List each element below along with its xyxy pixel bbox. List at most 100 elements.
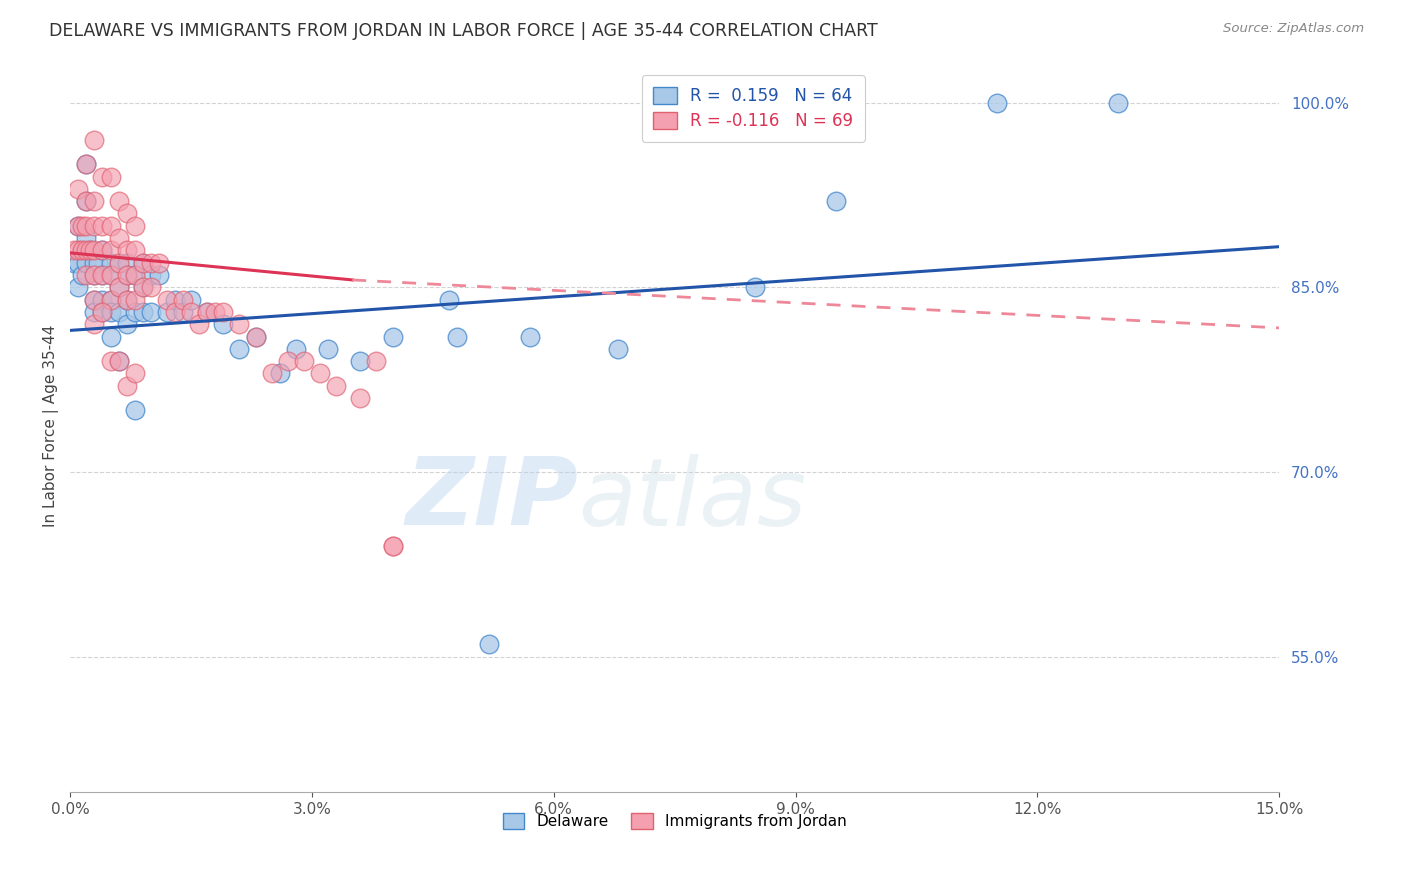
Point (83, 244, 105, 258)
Point (188, 317, 211, 331)
Point (478, 637, 501, 651)
Point (124, 403, 146, 417)
Point (228, 317, 250, 331)
Point (107, 354, 129, 368)
Point (72, 219, 94, 233)
Point (79, 244, 101, 258)
Point (67, 255, 90, 269)
Point (107, 354, 129, 368)
Point (824, 194, 846, 209)
Point (100, 354, 122, 368)
Point (519, 329, 541, 343)
Point (75, 268, 97, 282)
Point (107, 255, 129, 269)
Point (115, 293, 138, 307)
Point (115, 268, 138, 282)
Point (91, 305, 114, 319)
Point (124, 244, 146, 258)
Point (139, 280, 162, 294)
Point (91, 244, 114, 258)
Point (316, 342, 339, 356)
Point (325, 378, 347, 392)
Point (349, 391, 371, 405)
Point (83, 255, 105, 269)
Point (72, 268, 94, 282)
Point (180, 305, 202, 319)
Point (124, 305, 146, 319)
Point (115, 293, 138, 307)
Point (156, 293, 179, 307)
Point (228, 342, 250, 356)
Point (91, 293, 114, 307)
Point (115, 317, 138, 331)
Point (100, 244, 122, 258)
Point (446, 329, 468, 343)
Point (67, 280, 90, 294)
Point (132, 305, 155, 319)
Point (67, 182, 90, 196)
Point (107, 231, 129, 245)
Point (100, 305, 122, 319)
Point (100, 219, 122, 233)
Point (107, 280, 129, 294)
Point (986, 95, 1008, 110)
Text: ZIP: ZIP (405, 453, 578, 545)
Point (91, 268, 114, 282)
Point (83, 219, 105, 233)
Point (607, 342, 630, 356)
Point (148, 255, 170, 269)
Point (292, 354, 315, 368)
Text: atlas: atlas (578, 453, 806, 544)
Point (72, 244, 94, 258)
Point (72, 244, 94, 258)
Point (91, 305, 114, 319)
Point (91, 244, 114, 258)
Point (139, 305, 162, 319)
Point (100, 268, 122, 282)
Point (124, 268, 146, 282)
Legend: Delaware, Immigrants from Jordan: Delaware, Immigrants from Jordan (496, 807, 853, 836)
Point (132, 255, 155, 269)
Point (115, 268, 138, 282)
Point (91, 219, 114, 233)
Point (83, 268, 105, 282)
Point (75, 255, 97, 269)
Point (83, 293, 105, 307)
Point (83, 268, 105, 282)
Point (139, 268, 162, 282)
Point (260, 367, 283, 381)
Point (124, 268, 146, 282)
Point (100, 169, 122, 184)
Point (83, 305, 105, 319)
Point (100, 329, 122, 343)
Point (132, 280, 155, 294)
Point (83, 317, 105, 331)
Point (269, 367, 291, 381)
Point (100, 293, 122, 307)
Point (381, 539, 404, 553)
Point (83, 194, 105, 209)
Point (124, 367, 146, 381)
Point (172, 305, 194, 319)
Point (115, 244, 138, 258)
Point (381, 329, 404, 343)
Point (172, 293, 194, 307)
Point (139, 255, 162, 269)
Point (156, 305, 179, 319)
Point (100, 268, 122, 282)
Point (437, 293, 460, 307)
Point (83, 133, 105, 147)
Point (67, 219, 90, 233)
Point (91, 169, 114, 184)
Point (744, 280, 766, 294)
Point (366, 354, 388, 368)
Point (381, 539, 404, 553)
Point (349, 354, 371, 368)
Point (204, 305, 226, 319)
Point (245, 329, 267, 343)
Point (75, 231, 97, 245)
Point (1107, 95, 1129, 110)
Point (309, 367, 332, 381)
Point (83, 293, 105, 307)
Point (87, 255, 110, 269)
